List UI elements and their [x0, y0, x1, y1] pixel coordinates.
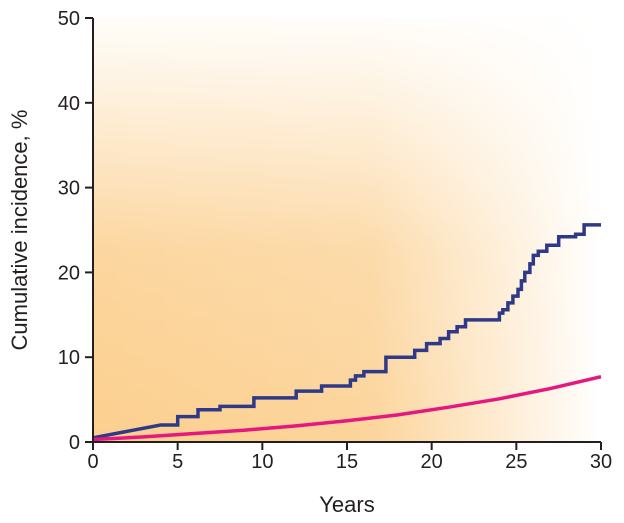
y-axis-title: Cumulative incidence, % — [7, 110, 32, 351]
y-tick-label: 20 — [58, 262, 80, 284]
axis-tick-labels: 0 5 10 15 20 25 30 0 10 20 30 40 50 — [58, 8, 612, 473]
y-tick-label: 10 — [58, 347, 80, 369]
x-tick-label: 5 — [172, 451, 183, 473]
x-tick-label: 25 — [505, 451, 527, 473]
x-axis-title: Years — [319, 492, 374, 517]
axis-ticks — [85, 17, 602, 450]
y-tick-label: 30 — [58, 178, 80, 200]
series-line-1 — [92, 223, 601, 440]
y-tick-label: 40 — [58, 93, 80, 115]
x-tick-label: 0 — [87, 451, 98, 473]
y-tick-label: 50 — [58, 8, 80, 30]
x-tick-label: 10 — [251, 451, 273, 473]
x-tick-label: 30 — [590, 451, 612, 473]
series-lines — [92, 223, 602, 442]
y-tick-label: 0 — [69, 432, 80, 454]
series-line-2 — [92, 374, 602, 442]
x-tick-label: 15 — [336, 451, 358, 473]
x-tick-label: 20 — [421, 451, 443, 473]
plot-background — [93, 18, 601, 442]
